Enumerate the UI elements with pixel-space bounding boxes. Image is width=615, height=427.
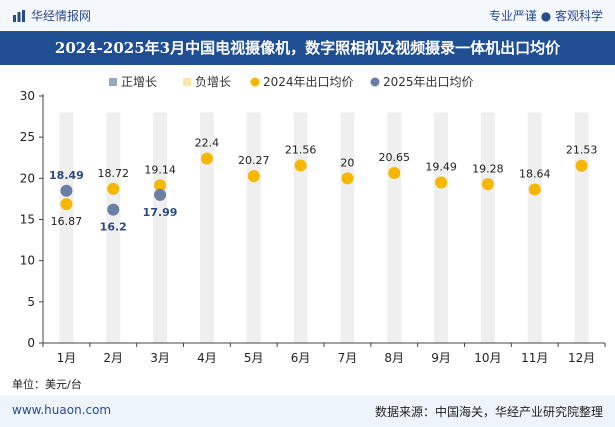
y-tick-label: 20: [20, 171, 35, 185]
legend-label-2024: 2024年出口均价: [263, 75, 354, 89]
point-2025: [60, 184, 73, 197]
tagline: 专业严谨 ● 客观科学: [488, 9, 603, 23]
data-label-2024: 18.72: [98, 167, 130, 180]
legend-label-2025: 2025年出口均价: [383, 75, 474, 89]
x-tick-label: 12月: [568, 351, 595, 365]
month-band: [340, 112, 355, 343]
y-tick-label: 0: [27, 336, 35, 350]
point-2024: [107, 182, 120, 195]
x-tick-label: 8月: [384, 351, 404, 365]
x-tick-label: 4月: [197, 351, 217, 365]
top-bar: 华经情报网 专业严谨 ● 客观科学: [0, 0, 615, 30]
point-2024: [200, 152, 213, 165]
month-band: [527, 112, 542, 343]
month-band: [434, 112, 449, 343]
point-2025: [154, 188, 167, 201]
data-source: 数据来源：中国海关，华经产业研究院整理: [374, 405, 603, 419]
x-tick-label: 5月: [244, 351, 264, 365]
point-2024: [60, 198, 73, 211]
data-label-2025: 18.49: [49, 169, 84, 182]
point-2025: [107, 203, 120, 216]
x-tick-label: 10月: [474, 351, 501, 365]
point-2024: [341, 172, 354, 185]
legend-label-positive: 正增长: [121, 75, 157, 89]
brand-name: 华经情报网: [31, 9, 92, 23]
footer-bar: www.huaon.com 数据来源：中国海关，华经产业研究院整理: [0, 395, 615, 427]
x-tick-label: 6月: [291, 351, 311, 365]
data-label-2025: 16.2: [100, 221, 127, 234]
legend-label-negative: 负增长: [195, 75, 231, 89]
title-bar: 2024-2025年3月中国电视摄像机，数字照相机及视频摄录一体机出口均价: [0, 31, 615, 65]
chart-area: 正增长 负增长 2024年出口均价 2025年出口均价 0 5 10 15 20 25 30 1月 2月…: [20, 75, 606, 365]
point-2024: [481, 178, 494, 191]
data-label-2024: 20: [340, 156, 354, 169]
data-label-2024: 19.28: [472, 162, 504, 175]
point-2024: [154, 179, 167, 192]
point-2024: [528, 183, 541, 196]
x-tick-label: 11月: [521, 351, 548, 365]
x-tick-label: 1月: [57, 351, 77, 365]
x-tick-label: 7月: [338, 351, 358, 365]
month-band: [387, 112, 402, 343]
point-2024: [575, 159, 588, 172]
legend-marker-2024: [250, 77, 260, 87]
point-2024: [388, 166, 401, 179]
website-link[interactable]: www.huaon.com: [12, 403, 112, 417]
data-label-2024: 21.56: [285, 143, 317, 156]
month-band: [199, 112, 214, 343]
data-label-2024: 22.4: [195, 137, 220, 150]
data-label-2024: 20.65: [379, 151, 411, 164]
data-label-2024: 19.49: [425, 161, 457, 174]
legend-swatch-positive: [109, 78, 117, 86]
month-band: [59, 112, 74, 343]
y-tick-label: 30: [20, 89, 35, 103]
month-band: [153, 112, 168, 343]
legend-swatch-negative: [183, 78, 191, 86]
y-tick-label: 15: [20, 213, 35, 227]
legend-marker-2025: [370, 77, 380, 87]
data-label-2024: 16.87: [51, 215, 83, 228]
x-tick-label: 3月: [150, 351, 170, 365]
data-label-2024: 20.27: [238, 154, 270, 167]
y-tick-label: 10: [20, 254, 35, 268]
month-band: [246, 112, 261, 343]
chart-title: 2024-2025年3月中国电视摄像机，数字照相机及视频摄录一体机出口均价: [54, 39, 561, 57]
data-label-2024: 18.64: [519, 168, 551, 181]
brand-logo[interactable]: 华经情报网: [12, 7, 91, 24]
x-tick-label: 9月: [431, 351, 451, 365]
bar-chart-icon: [13, 9, 25, 22]
x-tick-label: 2月: [103, 351, 123, 365]
data-label-2025: 17.99: [143, 206, 178, 219]
point-2024: [247, 170, 260, 183]
data-label-2024: 19.14: [144, 163, 176, 176]
month-band: [106, 112, 121, 343]
point-2024: [294, 159, 307, 172]
y-tick-label: 25: [20, 130, 35, 144]
data-label-2024: 21.53: [566, 144, 598, 157]
unit-label: 单位：美元/台: [12, 378, 82, 391]
month-band: [480, 112, 495, 343]
y-tick-label: 5: [27, 295, 35, 309]
point-2024: [435, 176, 448, 189]
